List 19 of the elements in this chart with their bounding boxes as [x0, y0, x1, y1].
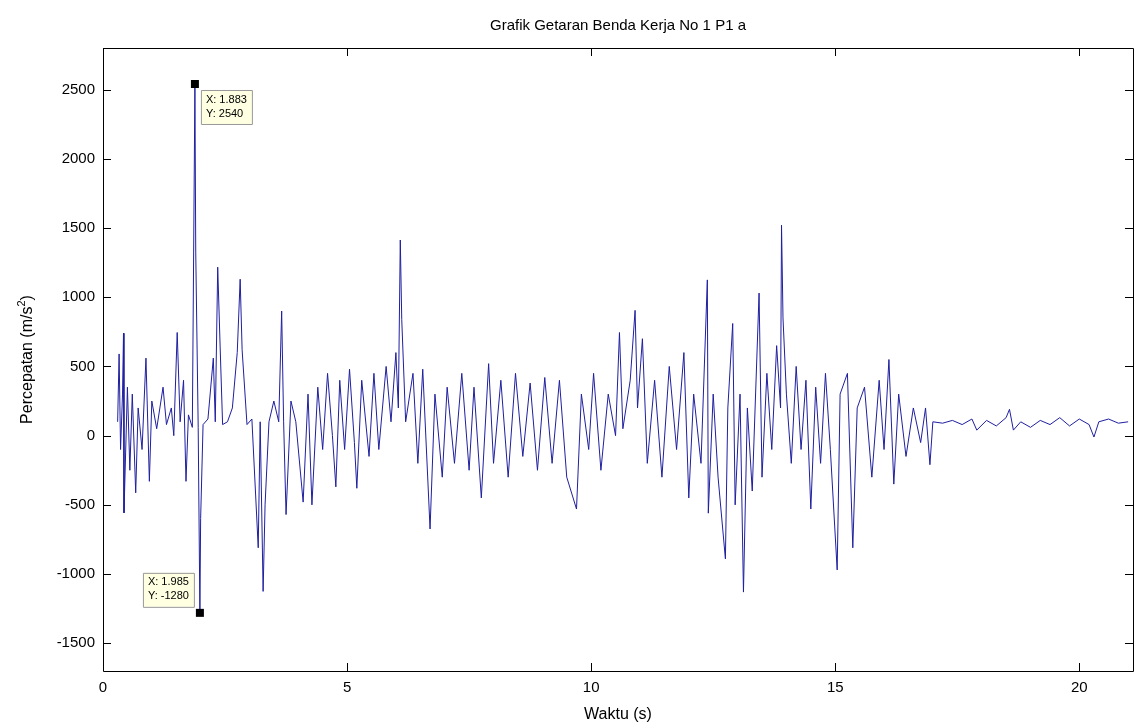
- y-tick-label: 2000: [61, 148, 95, 166]
- chart-title: Grafik Getaran Benda Kerja No 1 P1 a: [490, 16, 747, 34]
- annotation: X: 1.985 Y: -1280: [147, 575, 189, 602]
- x-tick-label: 0: [98, 678, 108, 696]
- y-tick-label: 0: [86, 425, 95, 443]
- y-tick-label: 1000: [61, 287, 95, 305]
- y-tick-label: 2500: [61, 79, 95, 97]
- y-axis-title: Percepatan (m/s2): [14, 295, 36, 424]
- annotation: X: 1.883 Y: 2540: [205, 92, 247, 119]
- y-tick-label: -1500: [56, 633, 95, 651]
- y-tick-label: 500: [69, 356, 95, 374]
- x-tick-label: 5: [342, 678, 352, 696]
- y-tick-label: -500: [64, 495, 95, 513]
- x-axis-title: Waktu (s): [584, 705, 652, 723]
- y-tick-label: 1500: [61, 218, 95, 236]
- y-tick-label: -1000: [56, 564, 95, 582]
- x-tick-label: 10: [582, 678, 600, 696]
- x-tick-label: 20: [1070, 678, 1088, 696]
- x-tick-label: 15: [826, 678, 844, 696]
